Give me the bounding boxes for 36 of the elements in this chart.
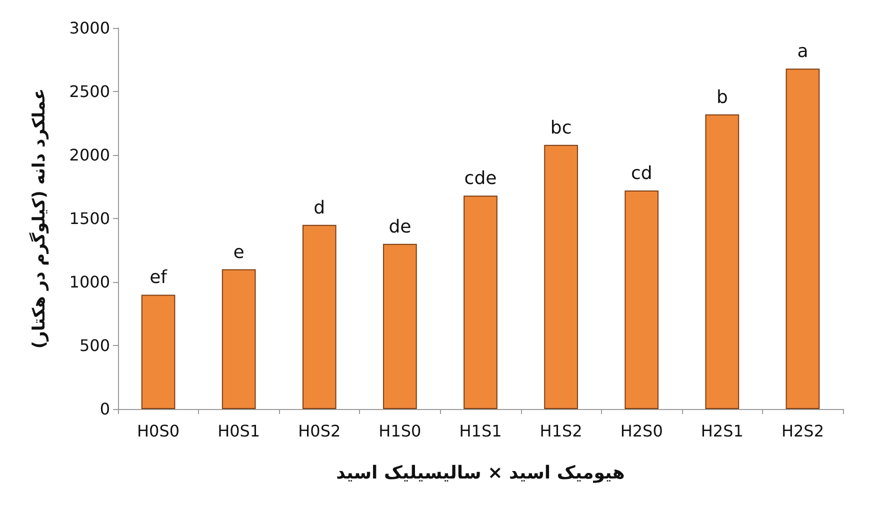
y-tick-label: 1000 (69, 272, 110, 292)
bar (383, 244, 417, 409)
x-tick-label: H1S1 (459, 422, 502, 440)
bar (705, 114, 740, 409)
x-tick-label: H2S2 (781, 422, 824, 440)
y-tick-label: 500 (79, 336, 110, 355)
x-tick-label: H2S1 (700, 422, 744, 440)
y-tick-label: 0 (100, 400, 110, 418)
bar (222, 269, 256, 409)
data-label: cd (630, 163, 652, 184)
y-tick-label: 2000 (69, 146, 110, 164)
x-tick-label: H2S0 (620, 422, 663, 440)
x-tick-label: H1S2 (540, 422, 582, 440)
bar (624, 190, 659, 409)
y-axis-title: عملکرد دانه (کیلوگرم در هکتار) (28, 88, 50, 349)
bar (786, 68, 820, 409)
x-axis-title: هیومیک اسید × سالیسیلیک اسید (336, 462, 625, 484)
data-label: bc (550, 117, 572, 138)
bar (141, 294, 176, 409)
data-label: cde (464, 168, 497, 190)
x-tick-label: H0S0 (137, 422, 180, 440)
data-label: a (797, 41, 808, 62)
data-label: ef (150, 267, 168, 288)
y-tick-label: 3000 (69, 18, 110, 38)
data-label: b (716, 86, 728, 108)
y-tick-label: 1500 (69, 209, 110, 228)
y-tick-label: 2500 (69, 82, 110, 101)
data-label: de (388, 216, 412, 238)
x-tick-label: H1S0 (378, 422, 422, 440)
bar (302, 224, 336, 409)
bar (464, 196, 498, 409)
x-tick-label: H0S1 (218, 422, 260, 440)
data-label: d (314, 197, 326, 218)
x-tick-label: H0S2 (298, 422, 341, 440)
bar (544, 144, 578, 409)
data-label: e (233, 242, 244, 263)
